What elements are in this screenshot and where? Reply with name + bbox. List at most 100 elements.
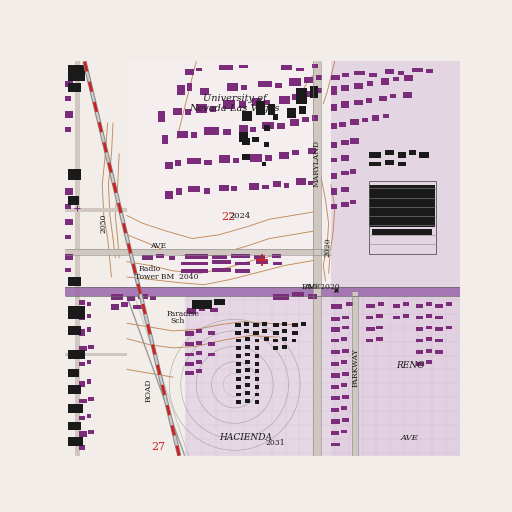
Bar — [234, 269, 250, 273]
Bar — [331, 396, 340, 400]
Bar — [211, 255, 227, 260]
Bar — [133, 305, 142, 309]
Bar — [341, 407, 347, 410]
Bar — [366, 338, 373, 343]
Bar — [254, 346, 259, 350]
Bar — [366, 327, 375, 331]
Bar — [264, 142, 269, 147]
Bar — [245, 360, 250, 364]
Bar — [223, 100, 236, 109]
Bar — [300, 106, 306, 114]
Bar — [241, 84, 247, 90]
Text: AVE: AVE — [304, 283, 320, 291]
Bar — [331, 204, 337, 208]
Bar — [416, 315, 423, 319]
Bar — [234, 262, 250, 266]
Bar — [219, 155, 230, 163]
Bar — [79, 399, 87, 403]
Bar — [289, 78, 301, 86]
Bar — [211, 268, 231, 272]
Bar — [331, 61, 460, 300]
Bar — [256, 101, 266, 115]
Bar — [343, 349, 349, 352]
Bar — [372, 220, 432, 226]
Bar — [236, 393, 241, 396]
Bar — [341, 84, 349, 91]
Bar — [245, 345, 250, 349]
Bar — [245, 368, 250, 372]
Bar — [66, 249, 331, 254]
Bar — [385, 69, 394, 74]
Bar — [258, 81, 272, 87]
Bar — [367, 81, 373, 86]
Bar — [253, 331, 259, 335]
Bar — [341, 337, 347, 341]
Bar — [79, 300, 86, 305]
Bar — [254, 362, 259, 366]
Bar — [283, 329, 287, 333]
Bar — [370, 73, 377, 77]
Bar — [208, 352, 216, 356]
Bar — [242, 112, 251, 121]
Bar — [181, 262, 208, 266]
Bar — [185, 352, 194, 356]
Bar — [262, 322, 267, 326]
Bar — [435, 315, 442, 319]
Bar — [435, 327, 442, 331]
Bar — [196, 360, 202, 364]
Bar — [254, 338, 259, 343]
Bar — [79, 431, 87, 437]
Bar — [341, 187, 349, 191]
Bar — [273, 346, 278, 350]
Bar — [200, 89, 209, 95]
Bar — [68, 385, 81, 394]
Bar — [244, 329, 248, 333]
Bar — [66, 219, 73, 225]
Bar — [292, 150, 298, 155]
Text: BM  2020: BM 2020 — [303, 283, 340, 291]
Bar — [245, 383, 250, 387]
Bar — [150, 296, 156, 300]
Bar — [398, 152, 406, 158]
Bar — [66, 254, 73, 260]
Bar — [378, 303, 384, 306]
Bar — [176, 160, 181, 166]
Bar — [404, 75, 413, 81]
Bar — [331, 123, 337, 129]
Bar — [244, 322, 248, 326]
Bar — [254, 255, 266, 260]
Bar — [156, 254, 164, 258]
Bar — [248, 183, 259, 190]
Bar — [79, 315, 86, 320]
Bar — [425, 314, 432, 318]
Bar — [262, 162, 266, 166]
Bar — [196, 341, 202, 345]
Bar — [331, 61, 460, 456]
Bar — [187, 308, 196, 314]
Text: Nevada-Las Vegas: Nevada-Las Vegas — [189, 104, 280, 114]
Bar — [350, 169, 356, 174]
Bar — [68, 196, 79, 205]
Bar — [292, 323, 298, 327]
Bar — [89, 430, 94, 434]
Bar — [331, 86, 337, 95]
Bar — [79, 445, 86, 450]
Bar — [185, 292, 460, 456]
Bar — [210, 106, 216, 112]
Bar — [416, 362, 423, 366]
Bar — [292, 338, 296, 343]
Bar — [398, 72, 404, 75]
Bar — [273, 294, 289, 300]
Bar — [196, 370, 202, 373]
Bar — [398, 162, 406, 166]
Bar — [223, 129, 231, 135]
Bar — [366, 98, 372, 103]
Bar — [331, 419, 340, 424]
Bar — [79, 346, 87, 351]
Text: AVE: AVE — [400, 434, 418, 442]
Bar — [231, 254, 250, 258]
Text: 2050: 2050 — [99, 214, 107, 233]
Bar — [181, 269, 208, 273]
Bar — [262, 329, 267, 333]
Bar — [303, 117, 309, 122]
